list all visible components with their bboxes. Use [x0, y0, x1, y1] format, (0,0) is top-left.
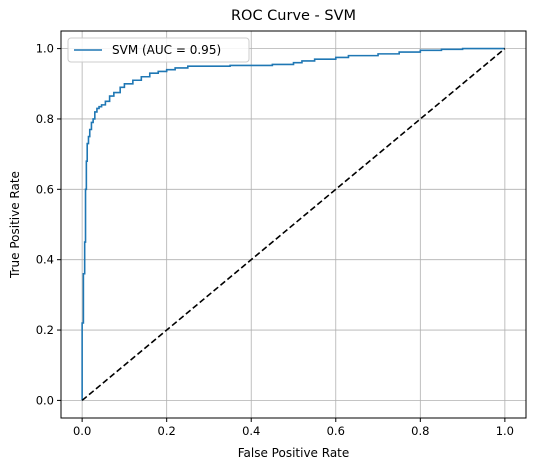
- legend-entry-label: SVM (AUC = 0.95): [112, 43, 221, 57]
- legend: SVM (AUC = 0.95): [67, 37, 250, 63]
- x-tick-label-1: 0.2: [158, 424, 176, 438]
- chart-title: ROC Curve - SVM: [231, 8, 356, 24]
- legend-box: [67, 37, 250, 63]
- x-tick-label-3: 0.6: [327, 424, 345, 438]
- roc-curve-line: [81, 47, 505, 401]
- x-tick-label-4: 0.8: [411, 424, 429, 438]
- y-tick-label-2: 0.4: [36, 253, 54, 267]
- y-tick-label-5: 1.0: [36, 42, 54, 56]
- x-tick-label-5: 1.0: [496, 424, 514, 438]
- y-tick-label-3: 0.6: [36, 182, 54, 196]
- y-tick-label-0: 0.0: [36, 393, 54, 407]
- x-axis-ticks: 0.0 0.2 0.4 0.6 0.8 1.0: [73, 418, 514, 438]
- y-axis-ticks: 0.0 0.2 0.4 0.6 0.8 1.0: [36, 42, 61, 407]
- y-axis-label: True Positive Rate: [8, 171, 22, 279]
- series-layer: [81, 47, 506, 402]
- plot-frame: [60, 30, 527, 419]
- x-tick-label-0: 0.0: [73, 424, 91, 438]
- y-tick-label-4: 0.8: [36, 112, 54, 126]
- x-tick-label-2: 0.4: [242, 424, 260, 438]
- x-axis-label: False Positive Rate: [238, 446, 350, 460]
- chance-diagonal-line: [81, 47, 506, 402]
- y-tick-label-1: 0.2: [36, 323, 54, 337]
